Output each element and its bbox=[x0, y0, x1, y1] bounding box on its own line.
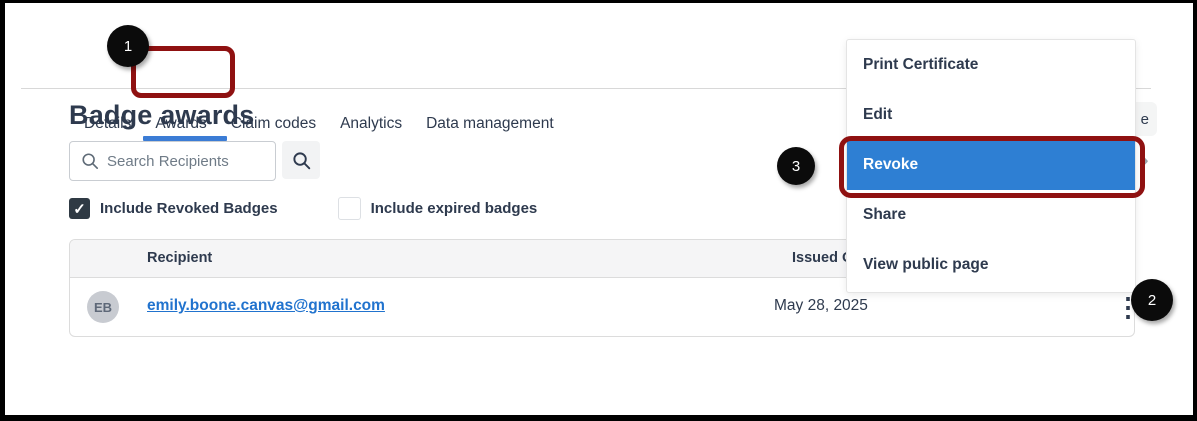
include-revoked-checkbox[interactable]: ✓ bbox=[69, 198, 90, 219]
menu-item-view-public-page[interactable]: View public page bbox=[863, 256, 989, 273]
tab-analytics[interactable]: Analytics bbox=[340, 115, 403, 132]
include-revoked-label: Include Revoked Badges bbox=[100, 200, 278, 217]
issued-on-value: May 28, 2025 bbox=[774, 297, 868, 314]
menu-item-share[interactable]: Share bbox=[863, 206, 907, 223]
search-input-wrap bbox=[69, 141, 276, 181]
search-button[interactable] bbox=[282, 141, 320, 179]
include-expired-label: Include expired badges bbox=[370, 200, 538, 217]
tab-bar-divider bbox=[21, 88, 1151, 89]
step-badge-3: 3 bbox=[777, 147, 815, 185]
tab-bar: Details Awards Claim codes Analytics Dat… bbox=[5, 55, 1193, 141]
step-badge-2: 2 bbox=[1131, 279, 1173, 321]
tab-data-management[interactable]: Data management bbox=[426, 115, 554, 132]
table-row: EB emily.boone.canvas@gmail.com May 28, … bbox=[70, 278, 1141, 336]
filter-row: ✓ Include Revoked Badges Include expired… bbox=[69, 197, 537, 220]
column-header-recipient: Recipient bbox=[147, 250, 213, 266]
recipient-email-link[interactable]: emily.boone.canvas@gmail.com bbox=[147, 297, 385, 314]
avatar: EB bbox=[87, 291, 119, 323]
column-header-issued-on: Issued On bbox=[792, 250, 863, 266]
checkmark-icon: ✓ bbox=[73, 200, 86, 218]
include-expired-checkbox[interactable] bbox=[337, 197, 361, 220]
step-badge-1: 1 bbox=[107, 25, 149, 67]
tab-details[interactable]: Details bbox=[84, 115, 132, 132]
search-icon bbox=[82, 153, 99, 170]
menu-item-revoke[interactable]: Revoke bbox=[847, 140, 1135, 190]
search-icon bbox=[292, 151, 310, 169]
row-context-menu: Print Certificate Edit Revoke Share View… bbox=[846, 39, 1136, 293]
active-tab-underline bbox=[143, 136, 227, 141]
tab-claim-codes[interactable]: Claim codes bbox=[230, 115, 317, 132]
search-input[interactable] bbox=[107, 152, 257, 170]
menu-item-edit[interactable]: Edit bbox=[863, 106, 893, 123]
tab-awards[interactable]: Awards bbox=[155, 115, 207, 132]
menu-item-print-certificate[interactable]: Print Certificate bbox=[863, 56, 979, 73]
page-title: Badge awards bbox=[69, 100, 255, 130]
